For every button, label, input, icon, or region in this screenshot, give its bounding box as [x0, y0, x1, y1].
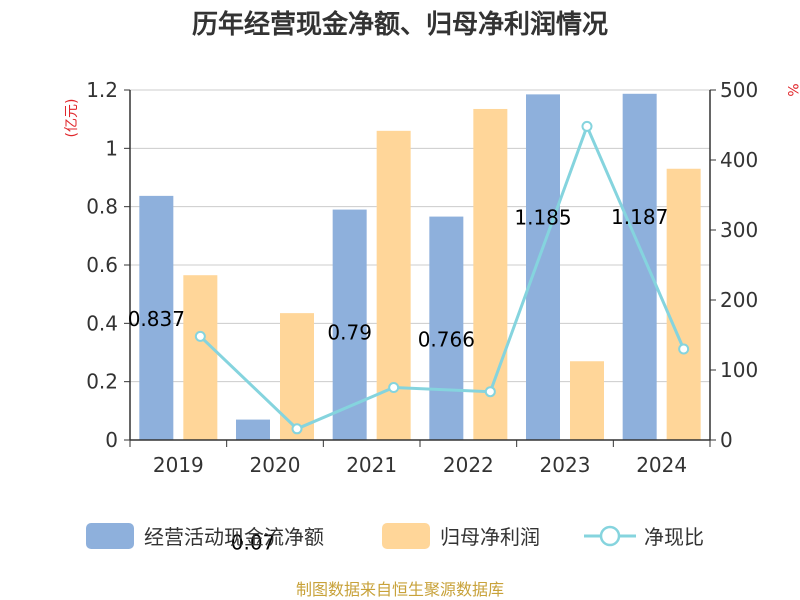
bar-net-profit-2024	[666, 168, 701, 440]
x-axis-tick-label: 2021	[346, 453, 397, 477]
chart-title: 历年经营现金净额、归母净利润情况	[192, 9, 608, 40]
legend-swatch-ratio-marker	[599, 525, 621, 547]
left-axis-tick-label: 1.2	[86, 78, 118, 102]
ratio-point-2024	[678, 343, 690, 355]
legend-swatch-operating-cash	[86, 523, 134, 549]
legend-swatch-net-profit	[382, 523, 430, 549]
bar-operating-cash-2019	[139, 195, 174, 440]
data-label-operating-cash-2022: 0.766	[418, 328, 475, 352]
data-label-operating-cash-2020: 0.07	[231, 531, 276, 555]
right-axis-tick-label: 0	[720, 428, 733, 452]
ratio-point-2019	[194, 330, 206, 342]
bar-net-profit-2022	[473, 108, 508, 440]
left-axis-tick-label: 0.8	[86, 195, 118, 219]
ratio-point-2022	[484, 386, 496, 398]
left-axis-tick-label: 0	[105, 428, 118, 452]
x-axis-tick-label: 2024	[636, 453, 687, 477]
bar-net-profit-2019	[183, 275, 218, 440]
bar-operating-cash-2024	[622, 93, 657, 441]
data-label-operating-cash-2023: 1.185	[514, 205, 571, 229]
data-label-operating-cash-2021: 0.79	[327, 321, 372, 345]
x-axis-tick-label: 2023	[540, 453, 591, 477]
right-axis-unit: %	[784, 83, 800, 96]
bar-net-profit-2023	[570, 361, 604, 440]
bar-series	[139, 93, 701, 441]
axes: 0 0.2 0.4 0.6 0.8 1 1.2 0 100 200 300 400 500 2019 202…	[86, 78, 758, 477]
left-axis-tick-label: 0.6	[86, 253, 118, 277]
data-label-operating-cash-2024: 1.187	[611, 205, 668, 229]
x-axis-tick-label: 2020	[250, 453, 301, 477]
right-axis-tick-label: 400	[720, 148, 758, 172]
right-axis-tick-label: 500	[720, 78, 758, 102]
right-axis-tick-label: 100	[720, 358, 758, 382]
left-axis-tick-label: 0.2	[86, 370, 118, 394]
bar-operating-cash-2022	[429, 216, 464, 440]
legend-label-net-profit: 归母净利润	[440, 525, 540, 549]
x-axis-tick-label: 2022	[443, 453, 494, 477]
data-label-operating-cash-2019: 0.837	[128, 307, 185, 331]
ratio-point-2021	[388, 382, 400, 393]
ratio-line-series	[194, 120, 690, 435]
ratio-point-2023	[581, 120, 593, 132]
left-axis-tick-label: 1	[105, 136, 118, 160]
bar-net-profit-2020	[280, 313, 314, 440]
bar-operating-cash-2020	[236, 419, 270, 440]
right-axis-tick-label: 200	[720, 288, 758, 312]
left-axis-tick-label: 0.4	[86, 311, 118, 335]
ratio-line	[199, 122, 686, 431]
ratio-point-2020	[291, 423, 303, 435]
grid-lines	[130, 89, 710, 383]
legend-label-operating-cash: 经营活动现金流净额	[144, 525, 324, 549]
left-axis-unit: (亿元)	[64, 99, 80, 138]
bar-operating-cash-2023	[526, 94, 560, 440]
right-axis-tick-label: 300	[720, 218, 758, 242]
legend-label-ratio: 净现比	[644, 525, 704, 549]
x-axis-tick-label: 2019	[153, 453, 204, 477]
data-labels: 0.837 0.07 0.79 0.766 1.185 1.187	[128, 205, 669, 555]
source-note: 制图数据来自恒生聚源数据库	[296, 580, 504, 599]
legend[interactable]: 经营活动现金流净额 归母净利润 净现比	[86, 523, 704, 549]
